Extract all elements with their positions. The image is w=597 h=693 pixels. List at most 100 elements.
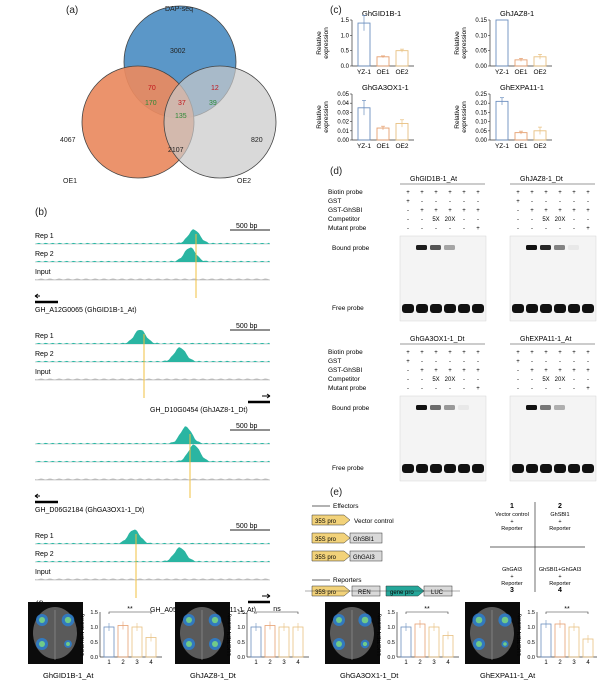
- emsa-lane-sign: -: [435, 226, 437, 232]
- scale-label: 500 bp: [236, 423, 258, 430]
- emsa-lane-sign: -: [531, 199, 533, 205]
- track-signal: [35, 426, 270, 444]
- construct-diagram: Effectors 35S pro Vector control 35S pro GhS…: [305, 502, 585, 597]
- panel-c-label: (c): [330, 5, 342, 16]
- luc-spot-core: [212, 641, 218, 647]
- luc-bar: [554, 623, 566, 658]
- sig-label: **: [564, 606, 570, 613]
- emsa-lane-sign: -: [531, 359, 533, 365]
- emsa-lane-sign: -: [463, 377, 465, 383]
- luc-spot-core: [39, 617, 45, 623]
- track-row-label: Rep 1: [35, 333, 54, 340]
- venn-dap-oe1-b: 170: [145, 100, 157, 107]
- emsa-lane-sign: +: [572, 190, 576, 196]
- luc-bar: [250, 626, 262, 658]
- luc-y-label: LUC/REN activity: [517, 613, 523, 656]
- luc-x-tick-label: 3: [432, 660, 436, 666]
- emsa-lane-sign: -: [559, 386, 561, 392]
- grid-effector: GhSBI1: [550, 512, 569, 518]
- y-tick-label: 0.00: [475, 138, 487, 144]
- sig-bracket: [545, 611, 589, 614]
- x-tick-label: YZ-1: [495, 69, 509, 76]
- emsa-lane-sign: -: [545, 199, 547, 205]
- expr-chart-title: GhGID1B-1: [362, 9, 401, 18]
- bound-band: [554, 245, 565, 250]
- emsa-lane-sign: -: [517, 368, 519, 374]
- free-band: [512, 304, 524, 313]
- emsa-lane-sign: -: [573, 199, 575, 205]
- x-tick-label: OE1: [514, 143, 527, 150]
- venn-dap-oe2-b: 39: [209, 100, 217, 107]
- luc-spot-core: [503, 642, 507, 646]
- free-band: [472, 464, 484, 473]
- luc-spot-core: [64, 616, 72, 624]
- luc-x-tick-label: 2: [558, 660, 562, 666]
- free-band: [582, 464, 594, 473]
- effector-box: [349, 550, 383, 562]
- track-signal: [35, 578, 270, 580]
- emsa-lane-sign: -: [421, 386, 423, 392]
- venn-dap-oe2-a: 12: [211, 85, 219, 92]
- x-tick-label: OE1: [376, 143, 389, 150]
- panel-a-label: (a): [66, 5, 79, 16]
- track-signal: [35, 329, 270, 344]
- luc-y-tick-label: 0.0: [527, 655, 535, 661]
- y-axis-label-line: Relative: [316, 31, 323, 55]
- track-signal: [35, 347, 270, 362]
- track-signal: [35, 378, 270, 380]
- promoter-label: 35S pro: [315, 555, 337, 561]
- luc-y-tick-label: 0.5: [237, 640, 245, 646]
- y-tick-label: 1.5: [341, 18, 350, 24]
- emsa-lane-sign: -: [477, 377, 479, 383]
- venn-label-oe2: OE2: [237, 178, 252, 185]
- emsa-lane-sign: -: [531, 377, 533, 383]
- gene-direction-arrow: [34, 493, 40, 499]
- emsa-lane-sign: +: [476, 350, 480, 356]
- emsa-lane-sign: -: [559, 226, 561, 232]
- venn-all-b: 135: [175, 113, 187, 120]
- emsa-row-label: Biotin probe: [328, 189, 363, 196]
- emsa-row-label: GST-GhSBI: [328, 207, 363, 214]
- venn-oe1-only: 4067: [60, 137, 76, 144]
- grid-effector: GhGAI3: [502, 567, 522, 573]
- track-row-label: Input: [35, 369, 51, 376]
- emsa-lane-sign: +: [586, 208, 590, 214]
- emsa-lane-sign: -: [573, 217, 575, 223]
- emsa-lane-sign: +: [434, 190, 438, 196]
- emsa-lane-sign: 5X: [542, 217, 549, 223]
- emsa-lane-sign: +: [448, 350, 452, 356]
- luc-spot-core: [476, 641, 482, 647]
- luc-y-tick-label: 0.5: [387, 640, 395, 646]
- emsa-gel: [509, 395, 597, 482]
- sig-label: **: [424, 606, 430, 613]
- luc-gene-label: GhGID1B-1_At: [43, 671, 94, 680]
- venn-label-oe1: OE1: [63, 178, 78, 185]
- emsa-lane-sign: +: [530, 350, 534, 356]
- gene-direction-arrow: [262, 393, 271, 399]
- bound-band: [430, 405, 441, 410]
- luc-x-tick-label: 2: [268, 660, 272, 666]
- sig-bracket: [255, 611, 299, 614]
- grid-effector: GhSBI1+GhGAI3: [539, 567, 581, 573]
- bound-band: [444, 405, 455, 410]
- panel-d-label: (d): [330, 166, 343, 177]
- free-band: [416, 304, 428, 313]
- emsa-gel: [399, 395, 487, 482]
- free-band: [554, 304, 566, 313]
- emsa-lane-sign: -: [559, 199, 561, 205]
- luc-bar: [103, 626, 115, 658]
- luc-y-tick-label: 0.0: [237, 655, 245, 661]
- effector-box: [349, 532, 383, 544]
- emsa-lane-sign: -: [407, 208, 409, 214]
- emsa-lane-sign: +: [476, 226, 480, 232]
- luc-y-tick-label: 0.5: [90, 640, 98, 646]
- emsa-lane-sign: +: [434, 350, 438, 356]
- x-tick-label: OE1: [514, 69, 527, 76]
- emsa-lane-sign: +: [544, 368, 548, 374]
- emsa-lane-sign: +: [572, 350, 576, 356]
- y-axis-label-line: Relative: [454, 31, 461, 55]
- emsa-lane-sign: -: [477, 199, 479, 205]
- emsa-lane-sign: -: [545, 226, 547, 232]
- luc-x-tick-label: 2: [418, 660, 422, 666]
- emsa-lane-sign: -: [517, 217, 519, 223]
